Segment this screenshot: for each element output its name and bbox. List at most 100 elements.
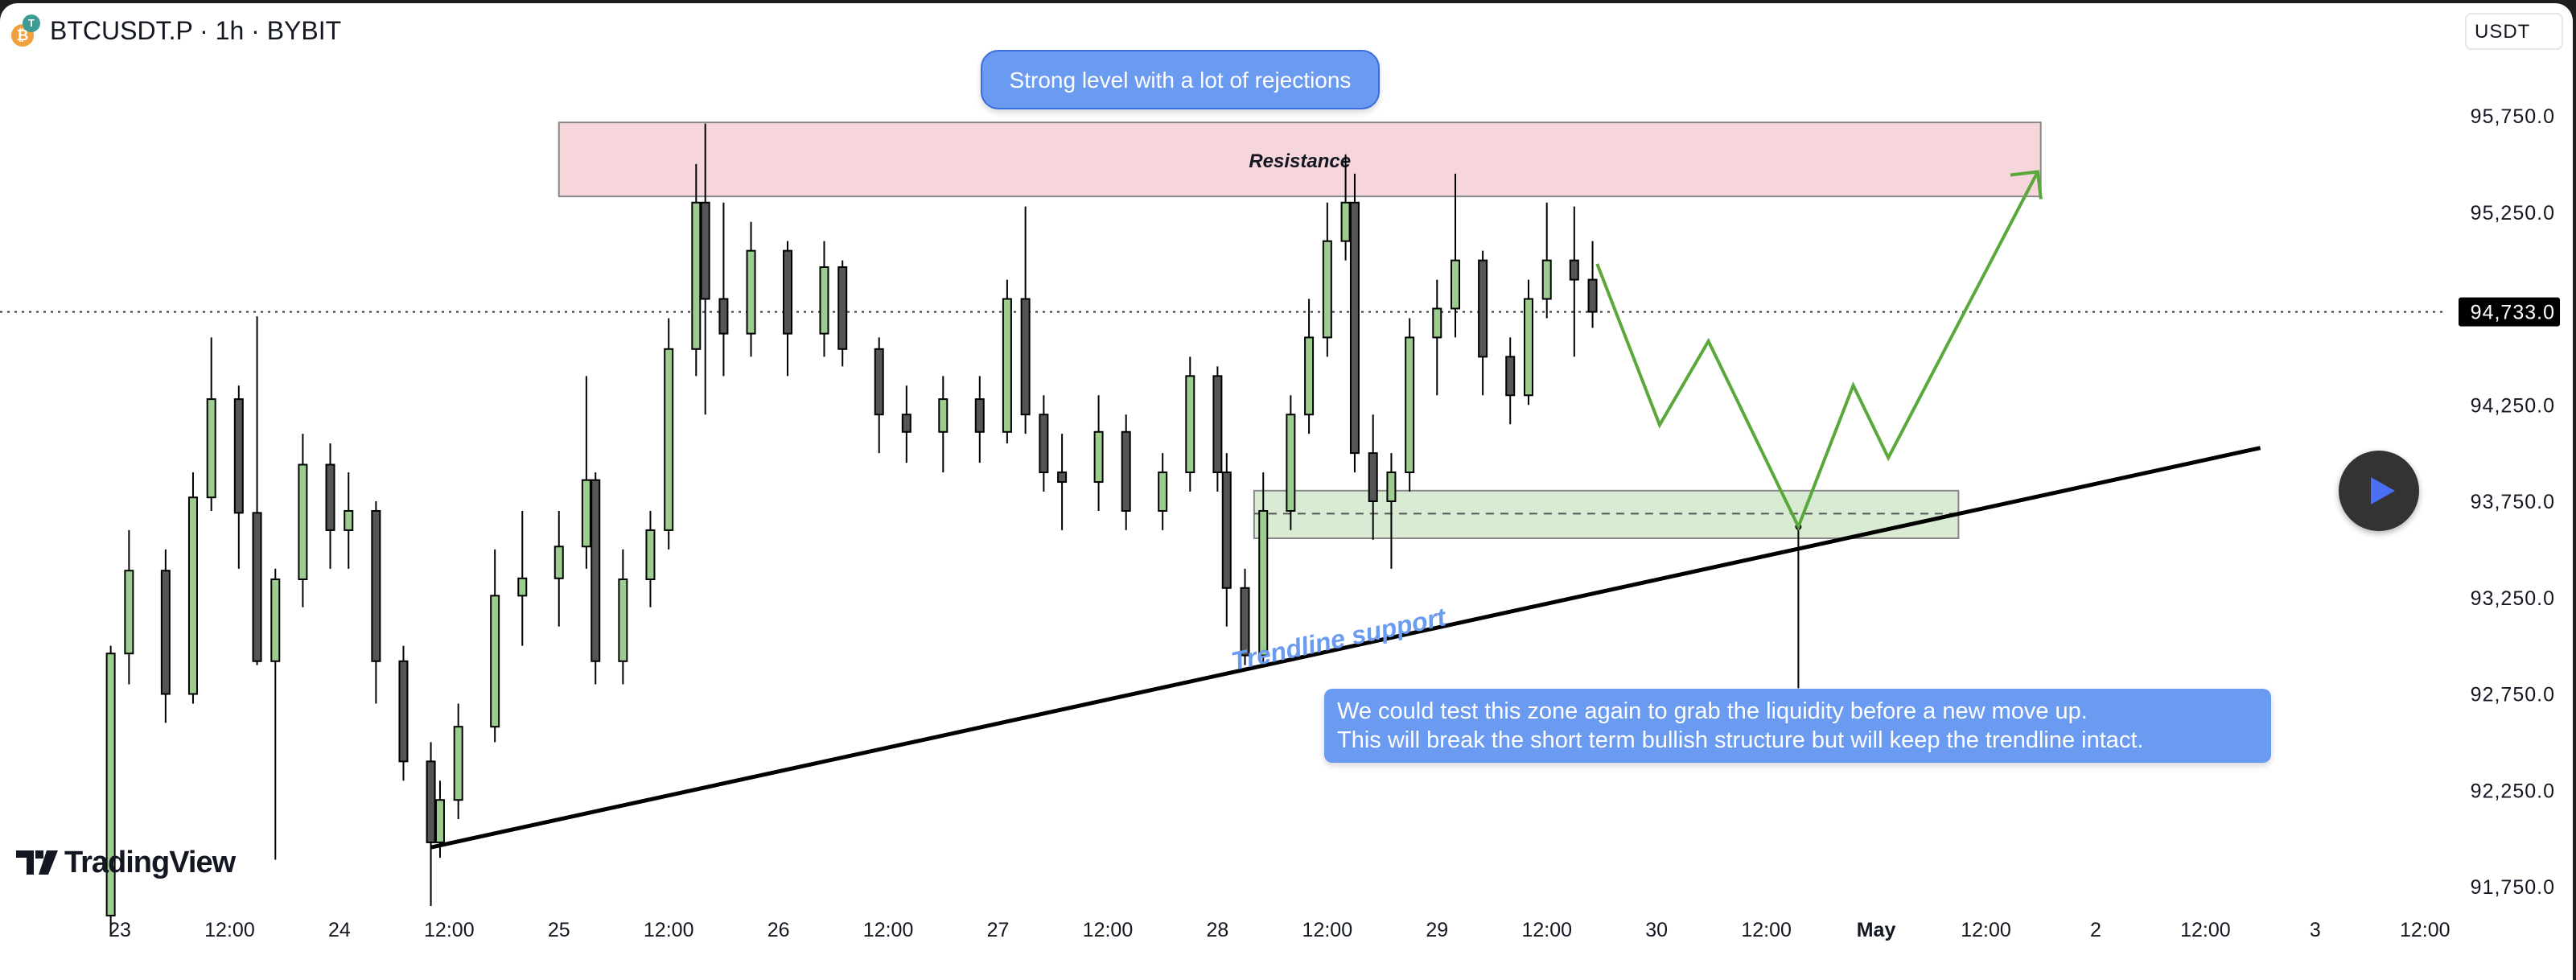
candle-up (1386, 471, 1397, 503)
candle-up (691, 201, 702, 350)
x-tick-label: 12:00 (2180, 919, 2231, 941)
candle-up (1158, 471, 1168, 512)
candle-down (718, 298, 729, 335)
candle-up (1451, 259, 1461, 310)
x-tick-label: 23 (109, 919, 131, 941)
candle-up (1258, 509, 1269, 657)
chart-window: Resistance 95,750.0 95,250.0 94,250.0 93,750… (0, 3, 2573, 980)
candle-down (1039, 414, 1049, 474)
y-tick-label: 95,250.0 (2471, 202, 2555, 224)
tradingview-logo-icon (16, 850, 58, 875)
x-tick-label: 12:00 (2400, 919, 2450, 941)
candle-up (938, 398, 949, 433)
logo-text: TradingView (64, 846, 236, 879)
currency-button[interactable]: USDT (2465, 13, 2563, 50)
play-icon[interactable] (2339, 451, 2419, 531)
candle-up (124, 570, 134, 655)
candle-down (874, 348, 884, 416)
candle-down (1121, 430, 1131, 512)
candle-down (1057, 471, 1068, 484)
candle-up (645, 529, 656, 580)
candle-down (325, 463, 335, 531)
candle-up (1523, 298, 1533, 397)
candle-down (426, 760, 436, 843)
tradingview-logo: TradingView (16, 845, 236, 880)
candle-up (553, 546, 564, 579)
candle-down (233, 398, 244, 514)
x-tick-label: 12:00 (644, 919, 694, 941)
x-tick-label: 12:00 (1521, 919, 1572, 941)
x-tick-label: 12:00 (204, 919, 255, 941)
candle-up (1093, 430, 1104, 484)
candle-down (700, 201, 710, 300)
candle-up (618, 578, 628, 662)
candle-down (837, 266, 848, 350)
candle-down (591, 479, 601, 662)
last-price-badge (2459, 297, 2560, 327)
x-tick-label: 12:00 (863, 919, 914, 941)
x-tick-label: 12:00 (1961, 919, 2011, 941)
x-tick-label: 26 (767, 919, 790, 941)
price-chart[interactable]: Resistance 95,750.0 95,250.0 94,250.0 93,750… (0, 3, 2573, 980)
candle-up (490, 595, 500, 728)
candle-up (746, 249, 756, 335)
x-tick-label: 12:00 (1741, 919, 1792, 941)
candle-down (1505, 356, 1516, 397)
y-tick-label: 92,250.0 (2471, 780, 2555, 802)
candle-down (1212, 375, 1223, 474)
candle-down (398, 660, 409, 763)
x-tick-label: 25 (548, 919, 570, 941)
x-tick-label: 3 (2310, 919, 2321, 941)
candle-down (1240, 587, 1250, 657)
candle-down (1020, 298, 1031, 416)
candle-down (1587, 278, 1598, 313)
candle-up (187, 496, 198, 695)
x-tick-label: 28 (1206, 919, 1228, 941)
candle-down (974, 398, 985, 433)
projection-arrowhead (2010, 170, 2043, 200)
candle-up (517, 577, 528, 597)
last-price-label: 94,733.0 (2471, 302, 2555, 324)
candle-down (252, 512, 262, 662)
candle-down (783, 249, 793, 335)
candle-up (664, 348, 674, 531)
x-tick-label: 12:00 (424, 919, 475, 941)
candle-down (371, 509, 381, 662)
candle-down (1349, 201, 1360, 455)
candle-up (1405, 336, 1415, 474)
x-tick-label: 30 (1645, 919, 1668, 941)
candle-up (453, 726, 463, 801)
candle-up (1340, 201, 1351, 242)
x-tick-label: 12:00 (1083, 919, 1134, 941)
x-tick-label: 27 (987, 919, 1010, 941)
candle-up (206, 398, 216, 499)
candle-up (1286, 414, 1296, 512)
candle-down (160, 570, 171, 695)
symbol-header[interactable]: ₿ T BTCUSDT.P · 1h · BYBIT (11, 14, 341, 47)
candle-up (344, 509, 354, 531)
candle-up (1541, 259, 1552, 300)
support-zone (1253, 489, 1960, 539)
candle-up (270, 578, 281, 662)
x-tick-label: 24 (328, 919, 351, 941)
trendline (430, 446, 2261, 850)
candle-up (298, 463, 308, 580)
candle-down (1368, 452, 1378, 502)
bottom-callout: We could test this zone again to grab th… (1324, 689, 2271, 763)
resistance-zone (558, 121, 2042, 198)
top-callout: Strong level with a lot of rejections (981, 50, 1380, 109)
y-tick-label: 93,750.0 (2471, 491, 2555, 513)
y-tick-label: 93,250.0 (2471, 587, 2555, 610)
candle-down (1478, 259, 1488, 358)
candle-up (105, 653, 116, 916)
candle-up (1322, 240, 1332, 339)
callout-line-1: We could test this zone again to grab th… (1337, 698, 2088, 724)
x-tick-label: 12:00 (1302, 919, 1353, 941)
candle-up (1002, 298, 1012, 433)
candle-up (581, 479, 591, 548)
candle-up (1304, 336, 1315, 416)
candle-down (901, 414, 911, 433)
candle-down (1221, 471, 1232, 589)
y-tick-label: 94,250.0 (2471, 394, 2555, 417)
candle-up (819, 266, 829, 335)
